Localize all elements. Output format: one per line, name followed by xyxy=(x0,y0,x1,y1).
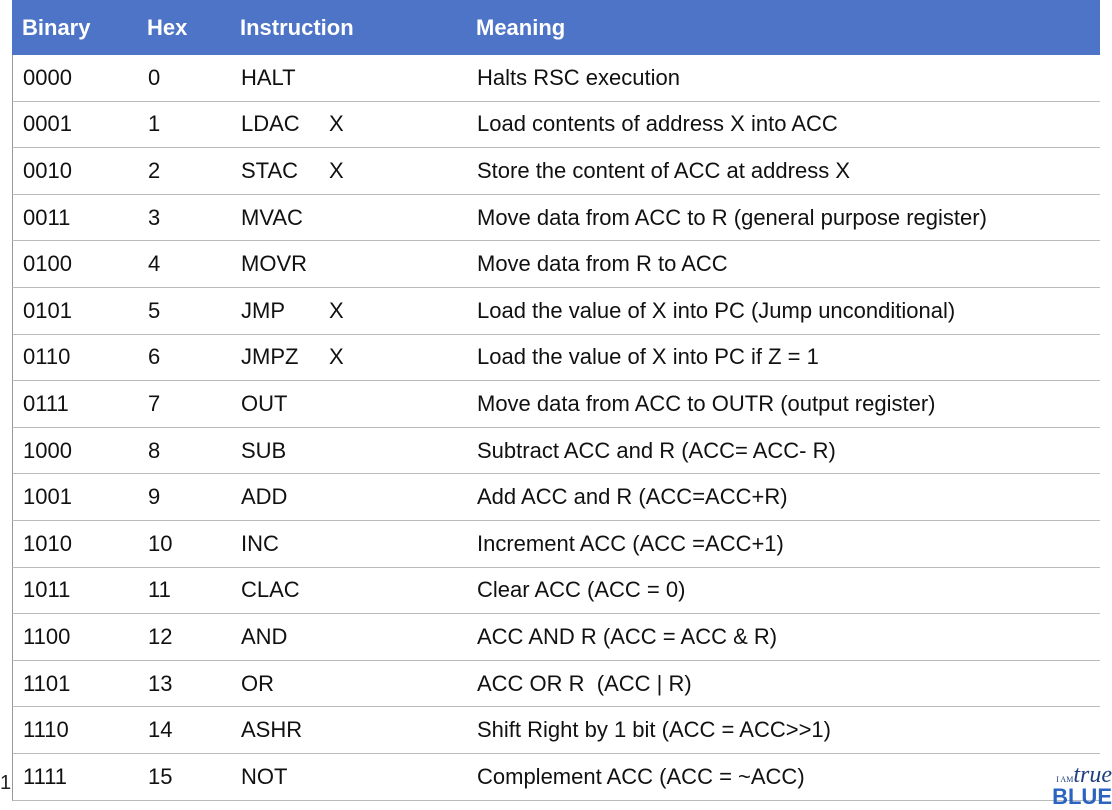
instruction-cell: ASHR xyxy=(241,717,303,743)
table-row: 1000 8 SUB Subtract ACC and R (ACC= ACC- R) xyxy=(12,427,1100,475)
hex-cell: 1 xyxy=(148,111,161,137)
hex-cell: 11 xyxy=(148,577,171,603)
binary-cell: 0110 xyxy=(23,344,71,370)
table-row: 0111 7 OUT Move data from ACC to OUTR (outp… xyxy=(12,381,1100,428)
binary-cell: 1101 xyxy=(23,670,71,696)
instruction-cell: NOT xyxy=(241,763,288,789)
hex-cell: 0 xyxy=(148,64,161,90)
binary-cell: 1111 xyxy=(23,763,68,789)
operand-cell: X xyxy=(329,157,344,183)
binary-cell: 0111 xyxy=(23,390,69,416)
table-row: 0010 2 STAC Store the content of ACC at add… xyxy=(12,148,1100,195)
table-row: 0001 1 LDAC Load contents of address X into… xyxy=(12,101,1100,149)
binary-cell: 1100 xyxy=(23,623,71,649)
operand-cell: X xyxy=(329,297,344,323)
header-cell: Binary xyxy=(22,14,91,40)
binary-cell: 0101 xyxy=(23,297,72,323)
operand-cell: X xyxy=(329,344,344,370)
instruction-cell: JMPZ xyxy=(241,344,299,370)
instruction-cell: HALT xyxy=(241,64,296,90)
table-row: 1111 15 NOT Complement ACC (ACC = ~ACC) xyxy=(12,753,1100,801)
binary-cell: 1010 xyxy=(23,530,72,556)
meaning-cell: Add ACC and R (ACC=ACC+R) xyxy=(477,484,788,510)
meaning-cell: Move data from ACC to OUTR (output regis… xyxy=(477,390,936,416)
hex-cell: 5 xyxy=(148,297,161,323)
meaning-cell: Subtract ACC and R (ACC= ACC- R) xyxy=(477,437,836,463)
table-row: 1101 13 OR ACC OR R (ACC | R) xyxy=(12,660,1100,708)
instruction-table: Binary Hex Instruction Meaning 0000 0 HALT Halt… xyxy=(12,0,1100,801)
meaning-cell: Increment ACC (ACC =ACC+1) xyxy=(477,530,784,556)
hex-cell: 3 xyxy=(148,204,161,230)
hex-cell: 2 xyxy=(148,157,161,183)
instruction-cell: OUT xyxy=(241,390,288,416)
table-row: 0011 3 MVAC Move data from ACC to R (genera… xyxy=(12,194,1100,242)
meaning-cell: Load contents of address X into ACC xyxy=(477,111,838,137)
binary-cell: 1000 xyxy=(23,437,72,463)
header-row: Binary Hex Instruction Meaning xyxy=(12,0,1100,55)
hex-cell: 9 xyxy=(148,484,161,510)
meaning-cell: Complement ACC (ACC = ~ACC) xyxy=(477,763,805,789)
table-row: 1100 12 AND ACC AND R (ACC = ACC & R) xyxy=(12,614,1100,661)
binary-cell: 1001 xyxy=(23,484,72,510)
table-row: 1110 14 ASHR Shift Right by 1 bit (ACC = AC… xyxy=(12,707,1100,754)
meaning-cell: Store the content of ACC at address X xyxy=(477,157,850,183)
hex-cell: 7 xyxy=(148,390,161,416)
binary-cell: 1110 xyxy=(23,717,69,743)
binary-cell: 0000 xyxy=(23,64,72,90)
instruction-cell: STAC xyxy=(241,157,299,183)
instruction-cell: MOVR xyxy=(241,251,307,277)
header-cell: Hex xyxy=(147,14,188,40)
page-number: 1 xyxy=(0,772,12,794)
binary-cell: 0001 xyxy=(23,111,72,137)
logo-word: true xyxy=(1073,762,1112,788)
hex-cell: 8 xyxy=(148,437,161,463)
header-cell: Meaning xyxy=(476,14,566,40)
meaning-cell: Move data from ACC to R (general purpose… xyxy=(477,204,987,230)
instruction-cell: ADD xyxy=(241,484,288,510)
hex-cell: 15 xyxy=(148,763,173,789)
hex-cell: 10 xyxy=(148,530,173,556)
instruction-cell: JMP xyxy=(241,297,285,323)
binary-cell: 0010 xyxy=(23,157,72,183)
meaning-cell: Move data from R to ACC xyxy=(477,251,728,277)
instruction-cell: AND xyxy=(241,623,288,649)
logo: I AMtrue BLUE xyxy=(1032,762,1112,809)
table-row: 0110 6 JMPZ Load the value of X into PC if … xyxy=(12,334,1100,382)
meaning-cell: ACC AND R (ACC = ACC & R) xyxy=(477,623,778,649)
table-row: 0101 5 JMP Load the value of X into PC (Jum… xyxy=(12,287,1100,335)
table-row: 0000 0 HALT Halts RSC execution xyxy=(12,55,1100,102)
meaning-cell: Halts RSC execution xyxy=(477,64,680,90)
logo-word: BLUE xyxy=(1052,784,1112,809)
table-row: 0100 4 MOVR Move data from R to ACC xyxy=(12,241,1100,288)
hex-cell: 4 xyxy=(148,251,161,277)
binary-cell: 0011 xyxy=(23,204,71,230)
meaning-cell: Load the value of X into PC if Z = 1 xyxy=(477,344,819,370)
instruction-cell: OR xyxy=(241,670,274,696)
meaning-cell: ACC OR R (ACC | R) xyxy=(477,670,692,696)
binary-cell: 1011 xyxy=(23,577,71,603)
logo-prefix: I AM xyxy=(1056,775,1074,784)
hex-cell: 12 xyxy=(148,623,173,649)
hex-cell: 6 xyxy=(148,344,161,370)
table-row: 1010 10 INC Increment ACC (ACC =ACC+1) xyxy=(12,520,1100,568)
table-row: 1001 9 ADD Add ACC and R (ACC=ACC+R) xyxy=(12,474,1100,521)
hex-cell: 13 xyxy=(148,670,173,696)
binary-cell: 0100 xyxy=(23,251,72,277)
instruction-cell: INC xyxy=(241,530,279,556)
meaning-cell: Clear ACC (ACC = 0) xyxy=(477,577,686,603)
hex-cell: 14 xyxy=(148,717,173,743)
instruction-cell: CLAC xyxy=(241,577,300,603)
table-row: 1011 11 CLAC Clear ACC (ACC = 0) xyxy=(12,567,1100,615)
instruction-cell: SUB xyxy=(241,437,287,463)
meaning-cell: Load the value of X into PC (Jump uncond… xyxy=(477,297,956,323)
header-cell: Instruction xyxy=(240,14,354,40)
instruction-cell: MVAC xyxy=(241,204,303,230)
operand-cell: X xyxy=(329,111,344,137)
meaning-cell: Shift Right by 1 bit (ACC = ACC>>1) xyxy=(477,717,831,743)
instruction-cell: LDAC xyxy=(241,111,300,137)
